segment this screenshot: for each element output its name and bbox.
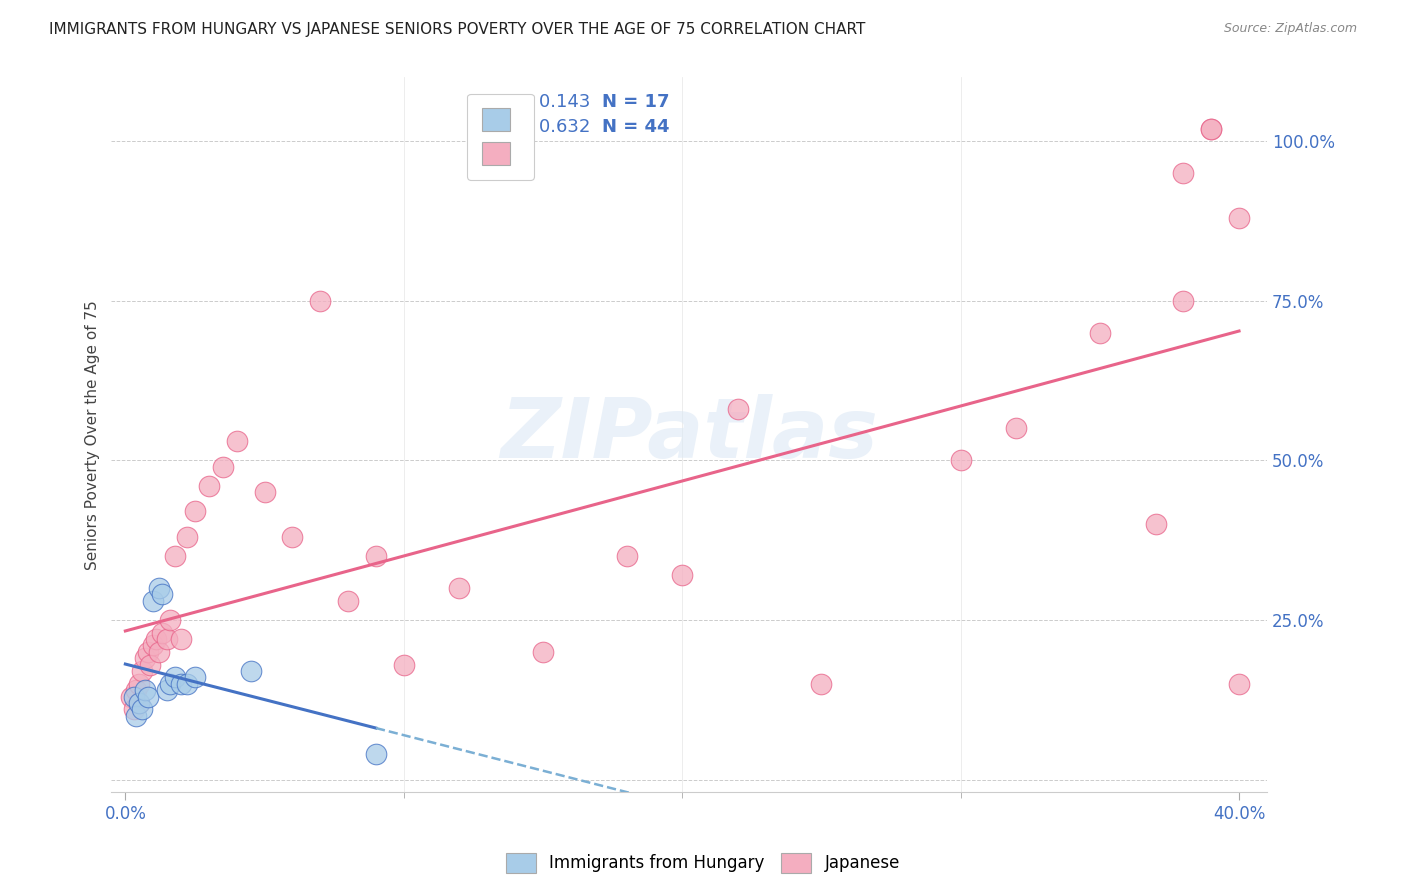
Point [150,625,173,640]
Point [128,696,150,710]
Point [616,549,638,563]
Point [139,657,162,672]
Point [159,677,181,691]
Point [253,485,276,500]
Point [1005,421,1028,435]
Point [120,690,142,704]
Point [159,613,181,627]
Point [1173,293,1195,308]
Text: ZIPatlas: ZIPatlas [501,394,879,475]
Point [810,677,832,691]
Point [239,664,262,678]
Point [176,677,198,691]
Point [134,651,156,665]
Point [170,632,193,646]
Point [148,581,170,595]
Point [184,670,207,684]
Point [1199,121,1222,136]
Point [122,702,145,716]
Point [148,645,170,659]
Point [1227,211,1250,225]
Legend: Immigrants from Hungary, Japanese: Immigrants from Hungary, Japanese [499,847,907,880]
Point [142,639,165,653]
Point [671,568,693,582]
Point [122,690,145,704]
Point [165,549,187,563]
Point [225,434,247,449]
Point [136,690,159,704]
Point [198,479,221,493]
Text: Source: ZipAtlas.com: Source: ZipAtlas.com [1223,22,1357,36]
Point [1199,121,1222,136]
Legend: , : , [467,94,534,180]
Point [150,587,173,601]
Text: IMMIGRANTS FROM HUNGARY VS JAPANESE SENIORS POVERTY OVER THE AGE OF 75 CORRELATI: IMMIGRANTS FROM HUNGARY VS JAPANESE SENI… [49,22,866,37]
Point [211,459,233,474]
Point [131,702,153,716]
Point [1144,517,1167,532]
Point [281,530,304,544]
Point [392,657,415,672]
Point [156,683,179,698]
Point [1088,326,1111,340]
Point [449,581,471,595]
Point [364,747,387,761]
Point [134,683,156,698]
Point [337,594,360,608]
Point [131,664,153,678]
Point [142,594,165,608]
Point [165,670,187,684]
Point [531,645,554,659]
Point [125,708,148,723]
Point [309,293,332,308]
Point [364,549,387,563]
Y-axis label: Seniors Poverty Over the Age of 75: Seniors Poverty Over the Age of 75 [86,300,100,570]
Point [128,696,150,710]
Point [727,402,749,417]
Point [176,530,198,544]
Point [184,504,207,518]
Point [156,632,179,646]
Point [125,683,148,698]
Point [1173,166,1195,180]
Point [1227,677,1250,691]
Point [136,645,159,659]
Point [170,677,193,691]
Text: R = 0.632: R = 0.632 [499,119,591,136]
Point [145,632,167,646]
Text: R = 0.143: R = 0.143 [499,94,591,112]
Point [949,453,972,467]
Text: N = 17: N = 17 [603,94,671,112]
Point [128,677,150,691]
Text: N = 44: N = 44 [603,119,671,136]
